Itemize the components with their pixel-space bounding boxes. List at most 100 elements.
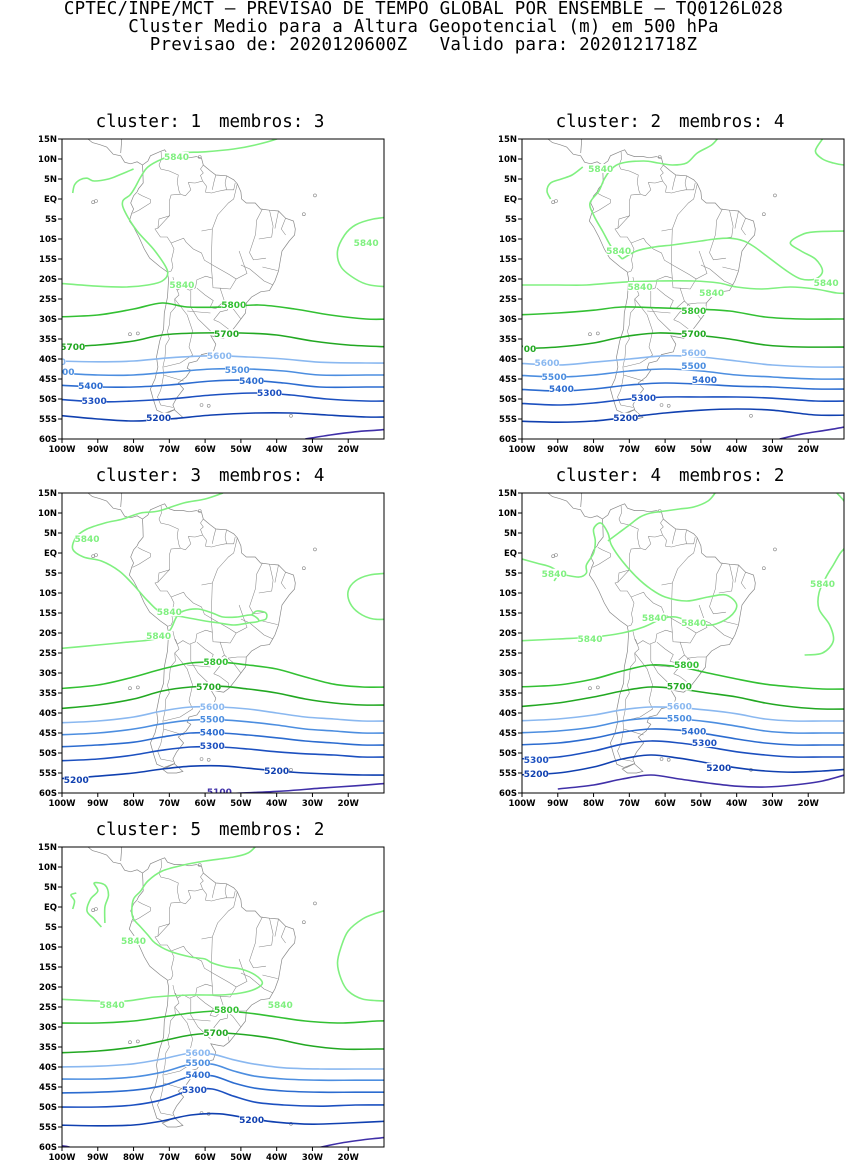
lat-tick-label: 20S bbox=[499, 629, 517, 639]
lat-tick-label: EQ bbox=[44, 903, 57, 913]
lat-tick-label: EQ bbox=[44, 549, 57, 559]
country-border bbox=[258, 564, 274, 594]
contour-label: 5400 bbox=[549, 385, 574, 395]
country-border bbox=[672, 174, 677, 190]
island bbox=[136, 331, 140, 336]
lat-tick-label: 40S bbox=[39, 709, 57, 719]
map-panel-3: cluster: 3 membros: 4 5840 5840 5840 5800 570… bbox=[30, 466, 385, 809]
country-border bbox=[227, 657, 242, 674]
country-border bbox=[656, 632, 685, 663]
contour-label: 5200 bbox=[706, 764, 731, 774]
contour-label: 5600 bbox=[200, 703, 225, 713]
contour-label-bg bbox=[631, 393, 656, 403]
contour-label: 5840 bbox=[146, 632, 171, 642]
island bbox=[773, 193, 777, 198]
lat-tick-label: 15N bbox=[38, 135, 57, 145]
contour-label: 5500 bbox=[49, 368, 74, 378]
island bbox=[313, 547, 317, 552]
lat-tick-label: 5N bbox=[44, 529, 57, 539]
island bbox=[197, 155, 202, 159]
contour-label: 5840 bbox=[681, 619, 706, 629]
lat-tick-label: 35S bbox=[39, 689, 57, 699]
contour-label: 5840 bbox=[164, 153, 189, 163]
contour-label: 5200 bbox=[64, 776, 89, 786]
country-border bbox=[718, 564, 734, 594]
island bbox=[762, 566, 766, 570]
lon-tick-label: 40W bbox=[726, 445, 748, 455]
contour-label-bg bbox=[157, 607, 182, 617]
contour-label-bg bbox=[681, 306, 706, 315]
country-border bbox=[640, 164, 664, 197]
contour-label-bg bbox=[699, 288, 724, 297]
contour-5840 bbox=[70, 892, 77, 910]
country-border bbox=[249, 208, 266, 261]
lat-tick-label: 55S bbox=[499, 769, 517, 779]
country-border bbox=[647, 310, 671, 314]
header-line-1: CPTEC/INPE/MCT — PREVISAO DE TEMPO GLOBA… bbox=[63, 0, 784, 19]
country-border bbox=[274, 564, 279, 583]
country-border bbox=[212, 174, 217, 190]
country-border bbox=[180, 518, 204, 551]
contour-label: 5400 bbox=[185, 1071, 210, 1081]
country-border bbox=[249, 562, 266, 615]
island bbox=[657, 155, 662, 159]
lat-tick-label: 10N bbox=[498, 155, 517, 165]
contour-5100 bbox=[62, 1144, 71, 1147]
contour-label: 5840 bbox=[268, 1001, 293, 1011]
lat-tick-label: 40S bbox=[39, 355, 57, 365]
country-border bbox=[734, 564, 739, 583]
lon-tick-label: 30W bbox=[302, 445, 324, 455]
contour-label: 5200 bbox=[524, 770, 549, 780]
country-border bbox=[167, 596, 175, 627]
country-border bbox=[187, 664, 211, 668]
contour-label: 5840 bbox=[810, 580, 835, 590]
lat-tick-label: 40S bbox=[39, 1063, 57, 1073]
contour-5300 bbox=[522, 740, 844, 760]
lat-tick-label: 20S bbox=[39, 983, 57, 993]
island bbox=[199, 403, 204, 407]
lat-tick-label: 10S bbox=[39, 235, 57, 245]
lat-tick-label: 5S bbox=[505, 569, 517, 579]
contour-5100 bbox=[557, 774, 844, 790]
contour-5400 bbox=[62, 731, 384, 748]
contour-label: 5400 bbox=[681, 727, 706, 737]
country-border bbox=[211, 604, 248, 634]
lat-tick-label: 40S bbox=[499, 709, 517, 719]
contour-label-bg bbox=[810, 578, 835, 588]
lat-tick-label: 45S bbox=[499, 729, 517, 739]
contour-label-bg bbox=[681, 618, 706, 627]
lat-tick-label: 25S bbox=[499, 649, 517, 659]
coastline-south-america bbox=[128, 149, 296, 414]
lat-tick-label: 10N bbox=[498, 509, 517, 519]
contour-label: 5840 bbox=[542, 570, 567, 580]
lat-tick-label: 55S bbox=[499, 415, 517, 425]
lat-tick-label: 5S bbox=[45, 923, 57, 933]
contour-5840 bbox=[62, 139, 279, 288]
lon-tick-label: 90W bbox=[87, 1153, 109, 1162]
contour-5100 bbox=[779, 426, 844, 439]
contour-label: 5840 bbox=[121, 937, 146, 947]
country-border bbox=[740, 218, 746, 236]
contour-label: 5500 bbox=[185, 1059, 210, 1069]
lon-tick-label: 20W bbox=[338, 1153, 360, 1162]
contour-label: 5840 bbox=[157, 608, 182, 618]
country-border bbox=[202, 534, 236, 548]
lat-tick-label: 5S bbox=[45, 215, 57, 225]
contour-5100 bbox=[305, 428, 384, 439]
contour-label-bg bbox=[82, 396, 107, 405]
country-border bbox=[280, 926, 286, 944]
lat-tick-label: 35S bbox=[39, 335, 57, 345]
lon-tick-label: 40W bbox=[266, 1153, 288, 1162]
lat-tick-label: 50S bbox=[39, 395, 57, 405]
lat-tick-label: 35S bbox=[39, 1043, 57, 1053]
contour-label-bg bbox=[239, 1115, 264, 1125]
contour-5400 bbox=[522, 382, 844, 392]
lat-tick-label: 10S bbox=[39, 943, 57, 953]
lon-tick-label: 20W bbox=[338, 445, 360, 455]
contour-label: 5600 bbox=[681, 349, 706, 359]
contour-label-bg bbox=[121, 936, 146, 945]
contour-label-bg bbox=[577, 634, 603, 643]
contour-5800 bbox=[62, 661, 384, 690]
contour-label: 5800 bbox=[214, 1006, 239, 1016]
country-border bbox=[171, 945, 213, 999]
